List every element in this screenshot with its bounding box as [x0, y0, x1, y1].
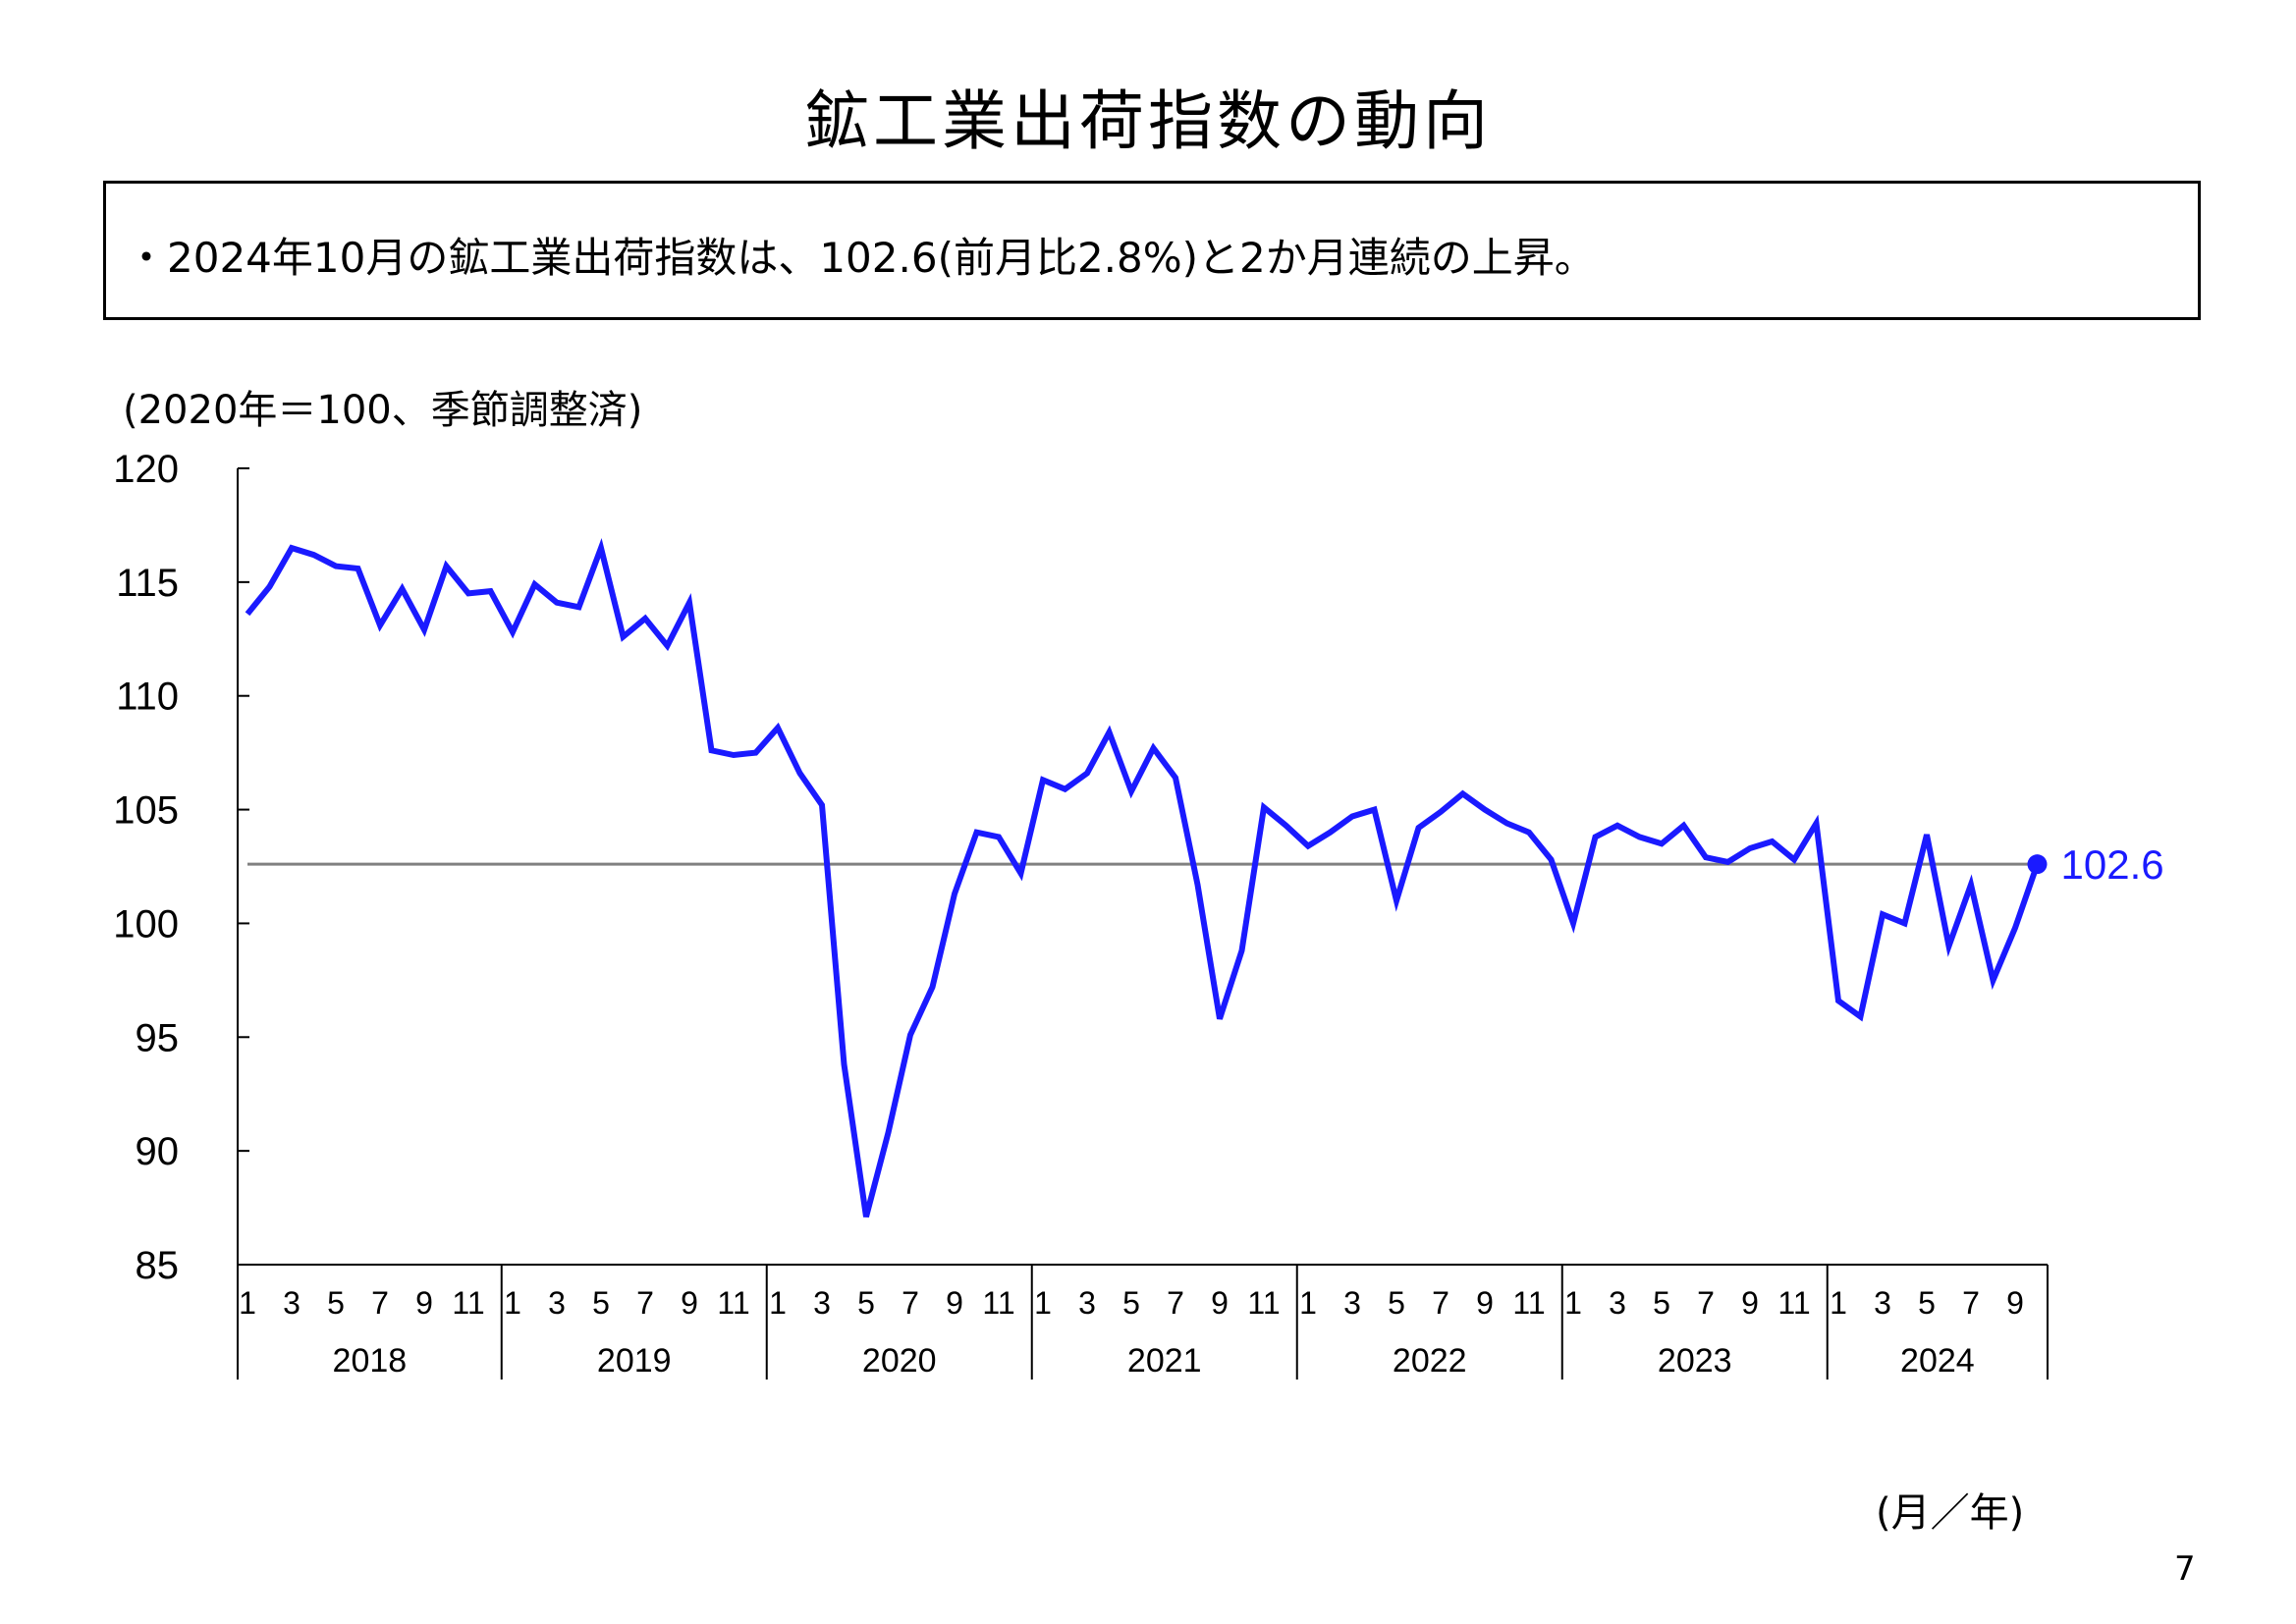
month-tick-label: 5 [857, 1285, 875, 1321]
month-tick-label: 5 [1122, 1285, 1140, 1321]
year-label: 2018 [333, 1342, 408, 1380]
month-tick-label: 1 [504, 1285, 521, 1321]
month-tick-label: 3 [1874, 1285, 1891, 1321]
month-tick-label: 1 [769, 1285, 787, 1321]
month-tick-label: 1 [239, 1285, 256, 1321]
month-tick-label: 7 [1697, 1285, 1715, 1321]
month-tick-label: 7 [902, 1285, 919, 1321]
page-number: 7 [2174, 1549, 2196, 1589]
y-tick-label: 90 [136, 1130, 180, 1173]
month-tick-label: 1 [1564, 1285, 1582, 1321]
y-tick-label: 115 [116, 562, 179, 605]
month-tick-label: 9 [946, 1285, 963, 1321]
y-tick-label: 85 [136, 1244, 180, 1287]
month-tick-label: 3 [1343, 1285, 1361, 1321]
year-label: 2020 [862, 1342, 937, 1380]
last-point-marker [2027, 854, 2048, 875]
month-tick-label: 9 [1476, 1285, 1494, 1321]
y-tick-label: 105 [113, 789, 179, 833]
month-tick-label: 3 [283, 1285, 301, 1321]
month-tick-label: 9 [1211, 1285, 1229, 1321]
year-label: 2021 [1127, 1342, 1202, 1380]
month-tick-label: 5 [1918, 1285, 1936, 1321]
year-label: 2024 [1900, 1342, 1975, 1380]
month-tick-label: 11 [1777, 1285, 1810, 1321]
month-tick-label: 11 [982, 1285, 1014, 1321]
month-tick-label: 5 [327, 1285, 345, 1321]
month-tick-label: 5 [592, 1285, 610, 1321]
year-label: 2022 [1393, 1342, 1467, 1380]
month-tick-label: 11 [1247, 1285, 1280, 1321]
month-tick-label: 7 [1167, 1285, 1184, 1321]
month-tick-label: 11 [717, 1285, 749, 1321]
month-tick-label: 3 [1609, 1285, 1626, 1321]
page-title: 鉱工業出荷指数の動向 [804, 83, 1492, 159]
month-tick-label: 5 [1388, 1285, 1405, 1321]
summary-text: ・2024年10月の鉱工業出荷指数は、102.6(前月比2.8%)と2か月連続の… [126, 234, 1596, 282]
month-tick-label: 9 [2006, 1285, 2024, 1321]
summary-box: ・2024年10月の鉱工業出荷指数は、102.6(前月比2.8%)と2か月連続の… [103, 181, 2201, 320]
month-tick-label: 11 [1512, 1285, 1545, 1321]
series-line [245, 537, 2041, 1218]
month-tick-label: 3 [813, 1285, 831, 1321]
month-tick-label: 3 [548, 1285, 566, 1321]
month-tick-label: 5 [1653, 1285, 1670, 1321]
month-tick-label: 9 [1741, 1285, 1759, 1321]
x-axis-unit-label: (月／年) [1876, 1490, 2025, 1536]
year-label: 2023 [1658, 1342, 1732, 1380]
last-value-label: 102.6 [2061, 841, 2164, 888]
month-tick-label: 3 [1078, 1285, 1096, 1321]
month-tick-label: 7 [1432, 1285, 1449, 1321]
month-tick-label: 9 [681, 1285, 698, 1321]
y-tick-label: 95 [136, 1016, 180, 1059]
y-tick-label: 110 [116, 676, 179, 719]
month-tick-label: 7 [1962, 1285, 1980, 1321]
month-tick-label: 1 [1299, 1285, 1317, 1321]
month-tick-label: 1 [1830, 1285, 1847, 1321]
month-tick-label: 7 [371, 1285, 389, 1321]
month-tick-label: 1 [1034, 1285, 1052, 1321]
month-tick-label: 7 [636, 1285, 654, 1321]
month-tick-label: 11 [452, 1285, 484, 1321]
y-tick-label: 100 [113, 902, 179, 946]
month-tick-label: 9 [415, 1285, 433, 1321]
unit-note: (2020年＝100、季節調整済) [123, 388, 643, 433]
y-tick-label: 120 [113, 448, 179, 491]
year-label: 2019 [597, 1342, 672, 1380]
